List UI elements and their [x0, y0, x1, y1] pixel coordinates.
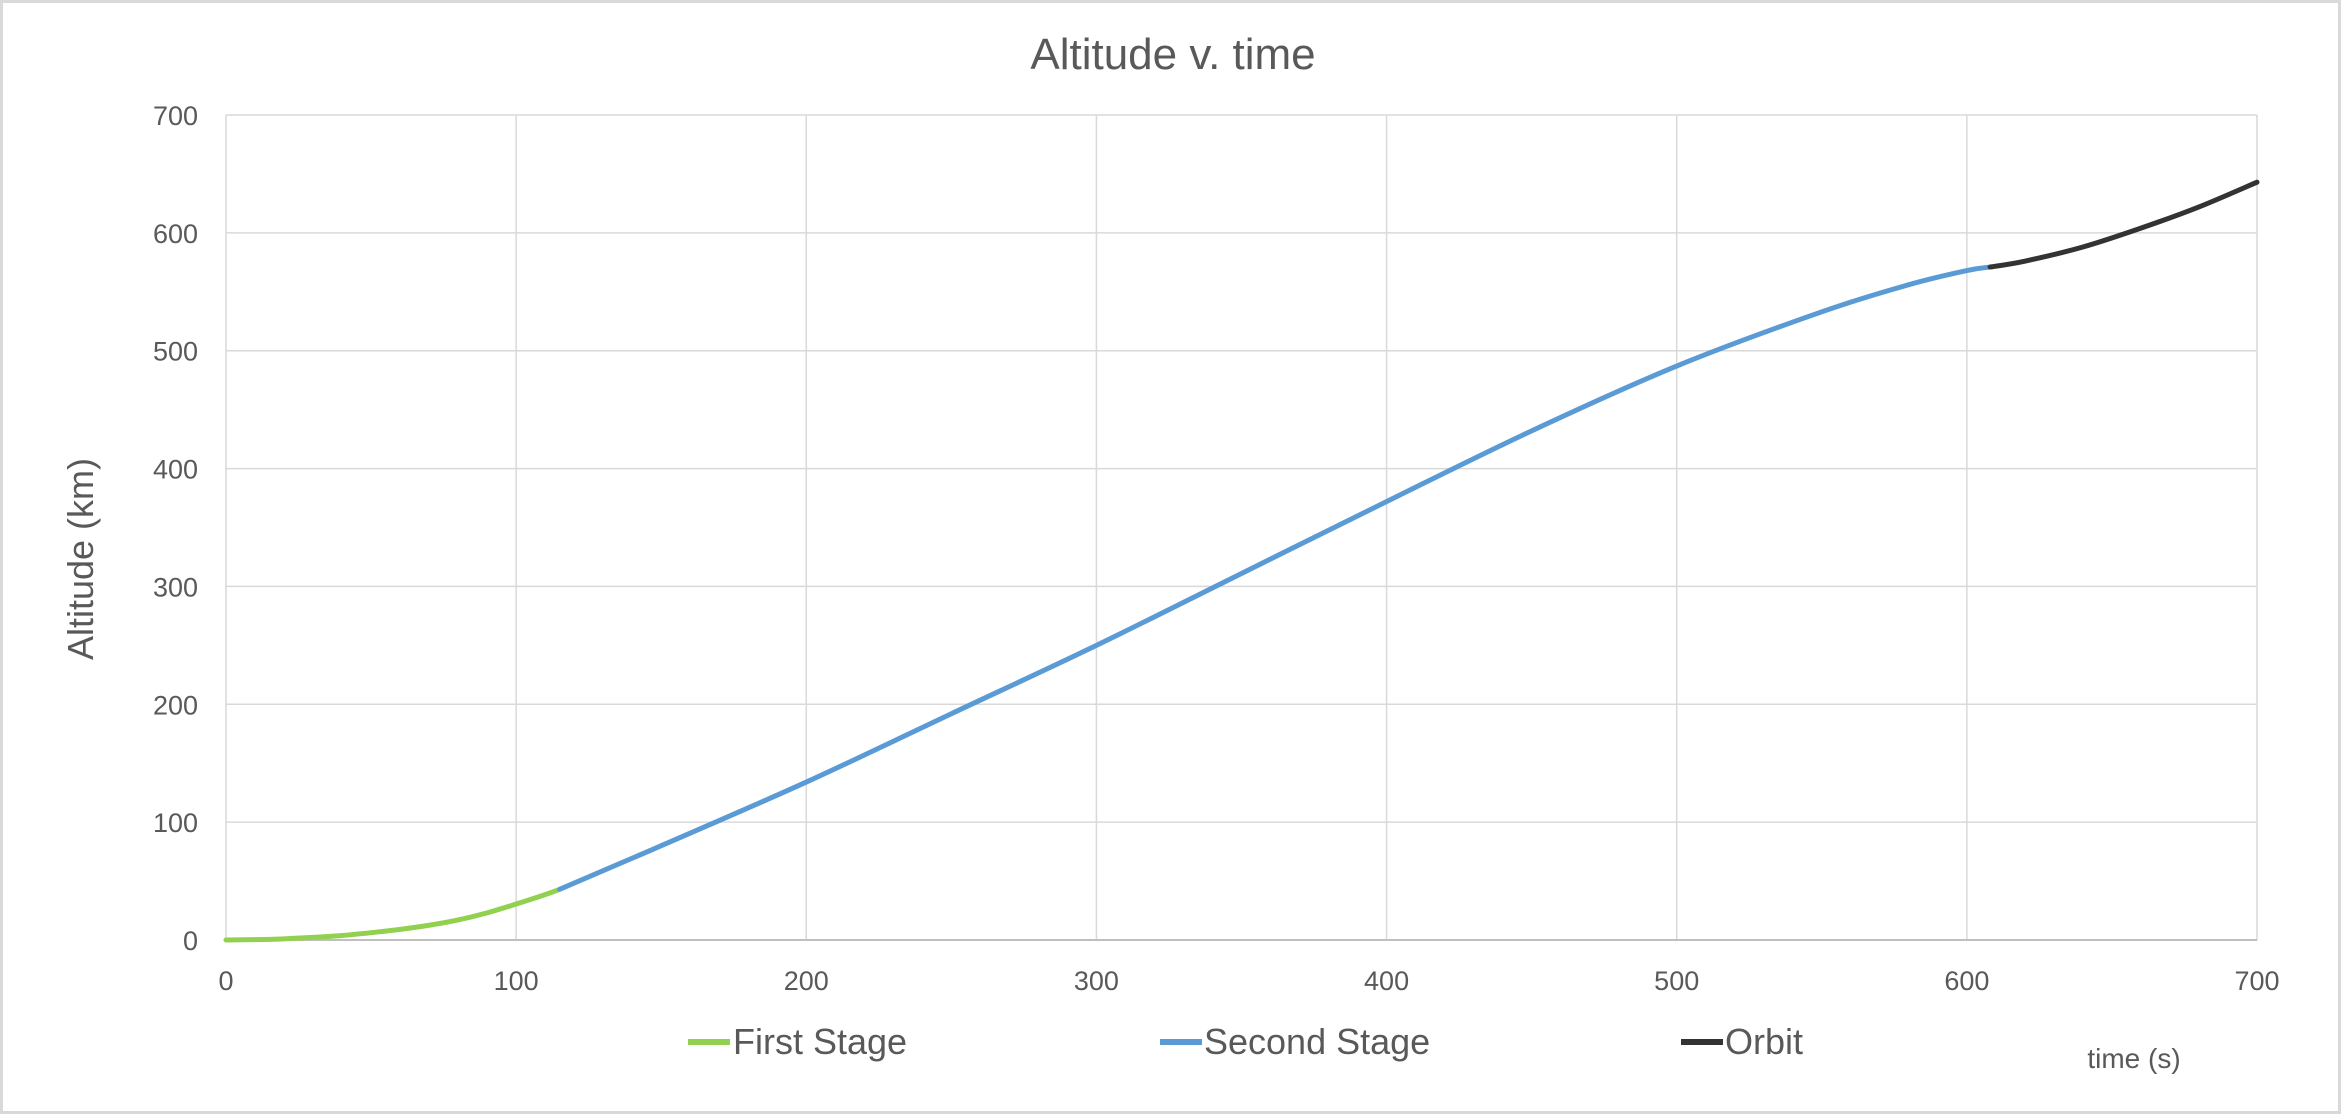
- altitude-chart: 0 100 200 300 400 500 600 700 0 100 200 300 400 500 60…: [60, 30, 2280, 1074]
- x-tick-label: 500: [1654, 966, 1699, 996]
- x-tick-label: 0: [218, 966, 233, 996]
- series-line-orbit: [1987, 179, 2260, 270]
- x-tick-label: 700: [2234, 966, 2279, 996]
- legend-label-first-stage: First Stage: [733, 1021, 907, 1062]
- series-layer: [223, 179, 2260, 943]
- y-tick-label: 0: [183, 926, 198, 956]
- x-tick-label: 400: [1364, 966, 1409, 996]
- x-tick-label: 200: [784, 966, 829, 996]
- ticks-layer: 0 100 200 300 400 500 600 700 0 100 200 300 400 500 60…: [153, 101, 2280, 996]
- y-tick-label: 400: [153, 455, 198, 485]
- legend: First Stage Second Stage Orbit: [688, 1021, 1803, 1062]
- series-line-second-stage: [557, 264, 1993, 892]
- x-tick-label: 100: [494, 966, 539, 996]
- y-tick-label: 500: [153, 337, 198, 367]
- legend-label-orbit: Orbit: [1725, 1021, 1803, 1062]
- legend-label-second-stage: Second Stage: [1204, 1021, 1430, 1062]
- series-line-first-stage: [223, 886, 563, 943]
- legend-item-orbit: Orbit: [1681, 1021, 1803, 1062]
- x-tick-label: 300: [1074, 966, 1119, 996]
- y-tick-label: 200: [153, 690, 198, 720]
- x-axis-title: time (s): [2087, 1043, 2180, 1074]
- y-tick-label: 100: [153, 808, 198, 838]
- y-tick-label: 300: [153, 572, 198, 602]
- chart-title: Altitude v. time: [1030, 30, 1315, 79]
- y-axis-title: Altitude (km): [60, 458, 101, 660]
- x-tick-label: 600: [1944, 966, 1989, 996]
- y-tick-label: 700: [153, 101, 198, 131]
- legend-item-first-stage: First Stage: [688, 1021, 907, 1062]
- y-tick-label: 600: [153, 219, 198, 249]
- grid-layer: [225, 114, 2258, 941]
- legend-item-second-stage: Second Stage: [1160, 1021, 1430, 1062]
